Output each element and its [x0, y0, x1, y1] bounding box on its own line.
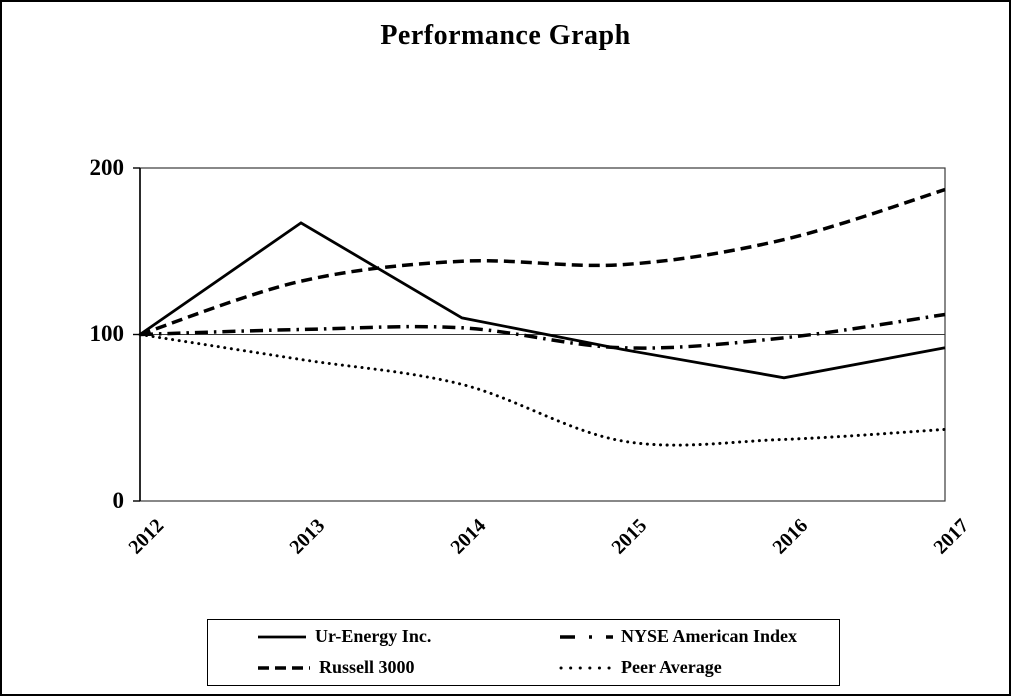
legend-label: Peer Average	[621, 657, 722, 677]
legend-solid-line-icon	[258, 635, 306, 638]
chart-title: Performance Graph	[380, 20, 631, 51]
legend-label: NYSE American Index	[621, 626, 798, 646]
series-line-dotted	[138, 333, 947, 447]
legend: Ur-Energy Inc. NYSE American Index Russe…	[207, 619, 840, 686]
legend-dashed-line-icon	[258, 665, 310, 670]
legend-dashdot-line-icon	[560, 634, 613, 639]
series-line-dashed	[139, 187, 946, 337]
legend-label: Russell 3000	[319, 657, 415, 677]
legend-item: Ur-Energy Inc.	[208, 626, 558, 647]
y-axis-tick-label: 200	[89, 155, 125, 180]
series-group	[138, 187, 947, 447]
series-line-solid	[139, 221, 946, 380]
y-axis-tick-label: 100	[89, 321, 125, 346]
y-axis-tick-label: 0	[112, 488, 125, 513]
legend-dotted-line-icon	[559, 666, 614, 669]
legend-item: Russell 3000	[208, 657, 558, 678]
series-line-dashdot	[139, 312, 946, 350]
legend-item: Peer Average	[558, 657, 839, 678]
legend-item: NYSE American Index	[558, 626, 839, 647]
legend-label: Ur-Energy Inc.	[315, 626, 432, 646]
